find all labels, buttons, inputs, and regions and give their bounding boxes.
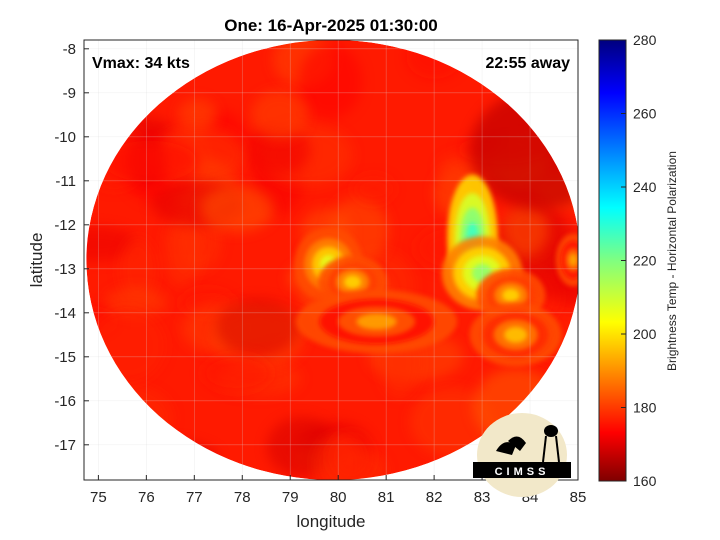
y-axis-label: latitude [27, 233, 46, 288]
y-axis-ticks: -8 -9 -10 -11 -12 -13 -14 -15 -16 -17 [54, 41, 89, 454]
texture-patch [328, 431, 374, 480]
y-tick-label: -16 [54, 393, 76, 410]
x-tick-label: 75 [90, 489, 107, 506]
x-tick-label: 79 [282, 489, 299, 506]
logo-text: CIMSS [495, 466, 550, 478]
texture-patch [215, 298, 301, 357]
logo-banner [473, 462, 571, 478]
satellite-dish-icon-2 [508, 436, 526, 451]
texture-patch [200, 186, 274, 233]
y-tick-label: -14 [54, 305, 76, 322]
plot-frame [83, 39, 579, 481]
colorbar-tick-label: 160 [633, 473, 657, 489]
texture-patch [103, 140, 198, 183]
colorbar-label: Brightness Temp - Horizontal Polarizatio… [665, 151, 679, 371]
texture-patch [244, 125, 311, 175]
texture-patch [178, 98, 217, 131]
x-tick-label: 78 [234, 489, 251, 506]
texture-patch [201, 354, 272, 393]
cold-feature [504, 326, 528, 343]
x-axis-label: longitude [296, 512, 365, 531]
colorbar-tick-label: 260 [633, 106, 657, 122]
texture-patch [86, 226, 138, 262]
water-tower-leg-left [542, 435, 547, 463]
x-tick-label: 83 [474, 489, 491, 506]
x-tick-label: 76 [138, 489, 155, 506]
y-tick-label: -12 [54, 217, 76, 234]
colorbar-tick-label: 180 [633, 400, 657, 416]
vmax-annotation: Vmax: 34 kts [92, 55, 190, 72]
x-tick-label: 81 [378, 489, 395, 506]
cold-feature [502, 288, 520, 302]
texture-patch [298, 43, 363, 119]
chart-title: One: 16-Apr-2025 01:30:00 [224, 16, 438, 35]
colorbar-tick-label: 240 [633, 179, 657, 195]
x-tick-label: 82 [426, 489, 443, 506]
texture-patch [352, 175, 395, 204]
cold-features [294, 174, 578, 367]
water-tower-icon [544, 425, 558, 437]
cold-feature [356, 313, 397, 330]
time-away-annotation: 22:55 away [485, 55, 570, 72]
x-axis-ticks: 75 76 77 78 79 80 81 82 83 84 85 [90, 475, 586, 506]
texture-patch [502, 204, 549, 256]
texture-patch [410, 387, 493, 457]
colorbar: 280 260 240 220 200 180 160 Brightness Temp - … [598, 32, 679, 489]
colorbar-ticks: 280 260 240 220 200 180 160 [621, 32, 657, 489]
cold-feature [568, 253, 578, 267]
texture-patch [119, 237, 157, 302]
water-tower-leg-right [555, 435, 560, 463]
satellite-dish-icon [496, 442, 516, 455]
x-tick-label: 80 [330, 489, 347, 506]
colorbar-tick-label: 280 [633, 32, 657, 48]
texture-patch [164, 210, 202, 285]
colorbar-tick-label: 220 [633, 253, 657, 269]
y-tick-label: -15 [54, 349, 76, 366]
cold-feature [343, 275, 362, 289]
texture-patch [251, 90, 308, 139]
y-tick-label: -17 [54, 437, 76, 454]
gridlines [84, 40, 579, 480]
colorbar-tick-label: 200 [633, 326, 657, 342]
x-tick-label: 85 [570, 489, 587, 506]
y-tick-label: -11 [55, 173, 76, 190]
cimss-logo: CIMSS [473, 413, 571, 497]
y-tick-label: -10 [54, 129, 76, 146]
y-tick-label: -13 [54, 261, 76, 278]
y-tick-label: -8 [63, 41, 76, 58]
y-tick-label: -9 [63, 85, 76, 102]
x-tick-label: 77 [186, 489, 203, 506]
